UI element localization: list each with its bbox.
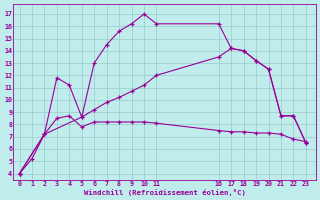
X-axis label: Windchill (Refroidissement éolien,°C): Windchill (Refroidissement éolien,°C) (84, 189, 245, 196)
